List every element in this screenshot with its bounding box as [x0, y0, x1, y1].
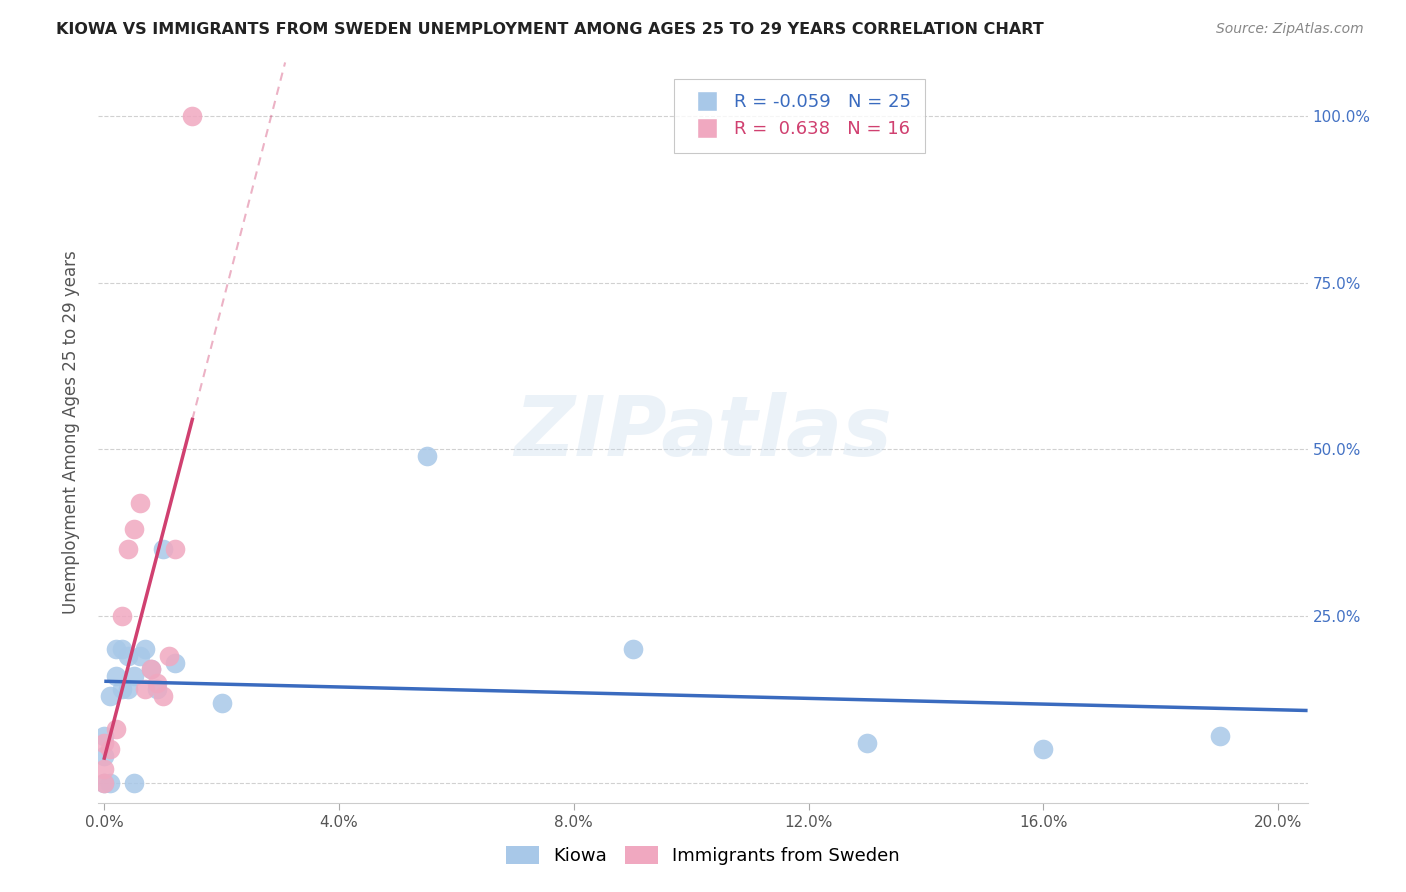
Point: [141, 662, 163, 676]
Point: [98, 776, 121, 790]
Point: [152, 542, 174, 557]
Point: [134, 642, 156, 657]
Point: [122, 669, 145, 683]
Point: [105, 723, 128, 737]
Point: [111, 682, 134, 697]
Point: [98, 689, 121, 703]
Point: [128, 496, 150, 510]
Point: [1032, 742, 1054, 756]
Point: [93, 763, 115, 777]
Point: [93, 749, 115, 764]
Point: [157, 648, 180, 663]
Point: [93, 736, 115, 750]
Point: [117, 542, 139, 557]
Y-axis label: Unemployment Among Ages 25 to 29 years: Unemployment Among Ages 25 to 29 years: [62, 251, 80, 615]
Point: [416, 449, 439, 463]
Point: [93, 729, 115, 743]
Point: [141, 662, 163, 676]
Point: [93, 776, 115, 790]
Legend: R = -0.059   N = 25, R =  0.638   N = 16: R = -0.059 N = 25, R = 0.638 N = 16: [675, 78, 925, 153]
Point: [146, 682, 169, 697]
Point: [111, 609, 134, 624]
Point: [152, 689, 174, 703]
Point: [117, 682, 139, 697]
Legend: Kiowa, Immigrants from Sweden: Kiowa, Immigrants from Sweden: [498, 838, 908, 874]
Point: [98, 742, 121, 756]
Point: [93, 776, 115, 790]
Point: [122, 522, 145, 536]
Point: [856, 736, 879, 750]
Point: [163, 656, 186, 670]
Point: [105, 669, 128, 683]
Point: [181, 109, 204, 123]
Point: [146, 675, 169, 690]
Point: [122, 776, 145, 790]
Point: [134, 682, 156, 697]
Text: KIOWA VS IMMIGRANTS FROM SWEDEN UNEMPLOYMENT AMONG AGES 25 TO 29 YEARS CORRELATI: KIOWA VS IMMIGRANTS FROM SWEDEN UNEMPLOY…: [56, 22, 1045, 37]
Point: [163, 542, 186, 557]
Point: [1208, 729, 1230, 743]
Text: Source: ZipAtlas.com: Source: ZipAtlas.com: [1216, 22, 1364, 37]
Point: [105, 642, 128, 657]
Point: [128, 648, 150, 663]
Point: [117, 648, 139, 663]
Point: [211, 696, 233, 710]
Point: [621, 642, 644, 657]
Point: [111, 642, 134, 657]
Text: ZIPatlas: ZIPatlas: [515, 392, 891, 473]
